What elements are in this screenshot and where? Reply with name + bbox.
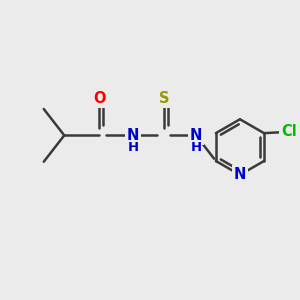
Text: O: O — [93, 91, 106, 106]
Text: N: N — [190, 128, 202, 143]
Text: Cl: Cl — [281, 124, 296, 139]
Text: N: N — [127, 128, 139, 143]
Text: N: N — [234, 167, 246, 182]
Text: H: H — [128, 141, 139, 154]
Text: H: H — [190, 141, 202, 154]
Text: S: S — [159, 91, 169, 106]
